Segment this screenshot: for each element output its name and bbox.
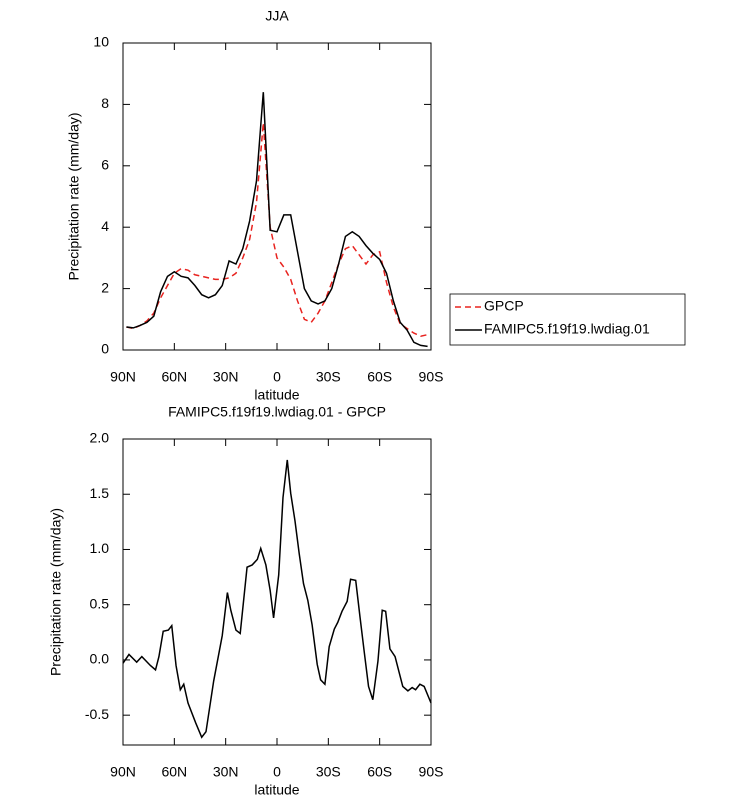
y-tick-label: 1.0 [90, 540, 110, 556]
x-tick-label: 90S [419, 764, 444, 780]
y-axis-label: Precipitation rate (mm/day) [48, 508, 64, 676]
x-tick-label: 30N [213, 369, 239, 385]
x-tick-label: 60S [367, 369, 392, 385]
y-tick-label: 2.0 [90, 430, 110, 446]
y-tick-label: 10 [93, 34, 109, 50]
chart-title: JJA [265, 8, 289, 24]
x-tick-label: 0 [273, 764, 281, 780]
legend-label: GPCP [484, 298, 524, 314]
y-tick-label: 6 [101, 157, 109, 173]
legend-box [449, 293, 686, 346]
chart-title: FAMIPC5.f19f19.lwdiag.01 - GPCP [168, 404, 386, 420]
y-tick-label: 8 [101, 95, 109, 111]
x-axis-label: latitude [254, 782, 299, 798]
x-tick-label: 90N [110, 369, 136, 385]
x-tick-label: 30N [213, 764, 239, 780]
x-tick-label: 60S [367, 764, 392, 780]
y-tick-label: 1.5 [90, 485, 110, 501]
x-tick-label: 60N [161, 764, 187, 780]
x-tick-label: 90S [419, 369, 444, 385]
y-axis-label: Precipitation rate (mm/day) [66, 112, 82, 280]
data-line [122, 459, 432, 739]
plot-frame [122, 42, 432, 351]
x-tick-label: 90N [110, 764, 136, 780]
x-tick-label: 0 [273, 369, 281, 385]
y-tick-label: 0.5 [90, 595, 110, 611]
data-line [126, 122, 428, 337]
y-tick-label: 2 [101, 279, 109, 295]
y-tick-label: 0 [101, 341, 109, 357]
data-line [126, 92, 428, 348]
legend-label: FAMIPC5.f19f19.lwdiag.01 [484, 321, 650, 337]
x-tick-label: 60N [161, 369, 187, 385]
x-tick-label: 30S [316, 764, 341, 780]
y-tick-label: -0.5 [85, 706, 109, 722]
x-axis-label: latitude [254, 387, 299, 403]
y-tick-label: 4 [101, 218, 109, 234]
y-tick-label: 0.0 [90, 651, 110, 667]
x-tick-label: 30S [316, 369, 341, 385]
